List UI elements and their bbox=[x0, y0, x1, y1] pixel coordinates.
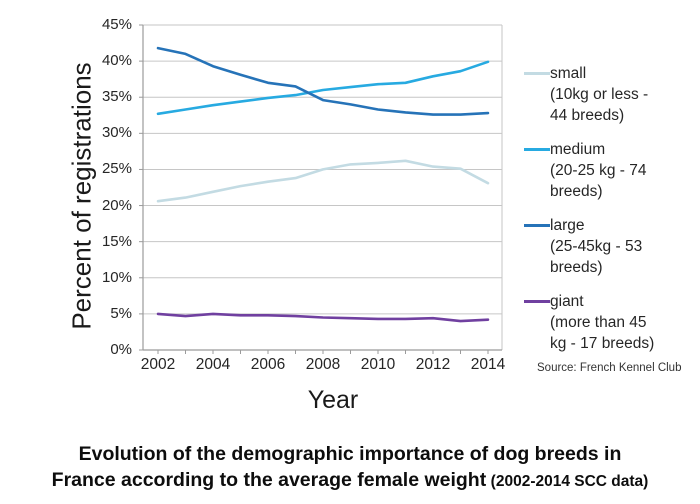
series-line-small bbox=[156, 159, 490, 203]
y-tick-label: 20% bbox=[101, 196, 132, 214]
x-tick-label: 2004 bbox=[195, 356, 231, 373]
legend-swatch-medium bbox=[524, 148, 550, 151]
x-tick-label: 2012 bbox=[415, 356, 451, 373]
legend-label-large: large (25-45kg - 53 breeds) bbox=[550, 215, 642, 278]
legend-series-name: giant bbox=[550, 293, 584, 310]
y-axis-title: Percent of registrations bbox=[66, 62, 97, 330]
line-chart-plot-area bbox=[139, 24, 503, 354]
chart-legend: small (10kg or less - 44 breeds) medium (20-… bbox=[524, 63, 696, 367]
legend-series-desc: breeds) bbox=[550, 259, 603, 276]
x-tick-label: 2014 bbox=[470, 356, 506, 373]
y-tick-label: 0% bbox=[110, 341, 132, 358]
x-tick-label: 2006 bbox=[250, 356, 286, 373]
caption-line-2-text: France according to the average female w… bbox=[51, 469, 487, 491]
legend-swatch-giant bbox=[524, 300, 550, 303]
legend-label-small: small (10kg or less - 44 breeds) bbox=[550, 63, 648, 126]
y-tick-label: 30% bbox=[101, 124, 132, 142]
legend-series-name: small bbox=[550, 65, 587, 82]
series-line-giant bbox=[156, 312, 490, 323]
x-axis-title: Year bbox=[307, 386, 359, 414]
legend-item-large: large (25-45kg - 53 breeds) bbox=[524, 215, 696, 278]
legend-series-desc: 44 breeds) bbox=[550, 107, 625, 124]
source-note: Source: French Kennel Club bbox=[537, 362, 682, 374]
y-tick-label: 45% bbox=[101, 16, 132, 33]
legend-item-small: small (10kg or less - 44 breeds) bbox=[524, 63, 696, 126]
legend-swatch-large bbox=[524, 224, 550, 227]
legend-series-desc: (25-45kg - 53 bbox=[550, 238, 643, 255]
legend-series-desc: (10kg or less - bbox=[550, 86, 649, 103]
chart-caption: Evolution of the demographic importance … bbox=[0, 442, 700, 494]
caption-line-1-text: Evolution of the demographic importance … bbox=[78, 443, 622, 465]
legend-series-desc: (more than 45 bbox=[550, 314, 647, 331]
legend-swatch-small bbox=[524, 72, 550, 75]
y-tick-label: 15% bbox=[101, 232, 132, 250]
legend-series-name: medium bbox=[550, 141, 606, 158]
y-tick-label: 35% bbox=[101, 88, 132, 106]
legend-series-desc: kg - 17 breeds) bbox=[550, 335, 655, 352]
legend-item-giant: giant (more than 45 kg - 17 breeds) bbox=[524, 291, 696, 354]
legend-series-name: large bbox=[550, 217, 585, 234]
caption-line-2: France according to the average female w… bbox=[0, 468, 700, 494]
y-tick-label: 10% bbox=[101, 268, 132, 286]
series-line-medium bbox=[156, 60, 490, 116]
caption-line-2-subtext: (2002-2014 SCC data) bbox=[490, 473, 649, 490]
caption-line-1: Evolution of the demographic importance … bbox=[0, 442, 700, 468]
x-tick-label: 2008 bbox=[305, 356, 341, 373]
y-tick-label: 25% bbox=[101, 160, 132, 178]
legend-label-medium: medium (20-25 kg - 74 breeds) bbox=[550, 139, 647, 202]
y-tick-label: 40% bbox=[101, 52, 132, 70]
legend-series-desc: (20-25 kg - 74 bbox=[550, 162, 647, 179]
x-tick-label: 2002 bbox=[140, 356, 176, 373]
series-line-large bbox=[156, 46, 490, 116]
legend-series-desc: breeds) bbox=[550, 183, 603, 200]
legend-label-giant: giant (more than 45 kg - 17 breeds) bbox=[550, 291, 654, 354]
legend-item-medium: medium (20-25 kg - 74 breeds) bbox=[524, 139, 696, 202]
y-tick-label: 5% bbox=[110, 304, 132, 322]
x-tick-label: 2010 bbox=[360, 356, 396, 373]
